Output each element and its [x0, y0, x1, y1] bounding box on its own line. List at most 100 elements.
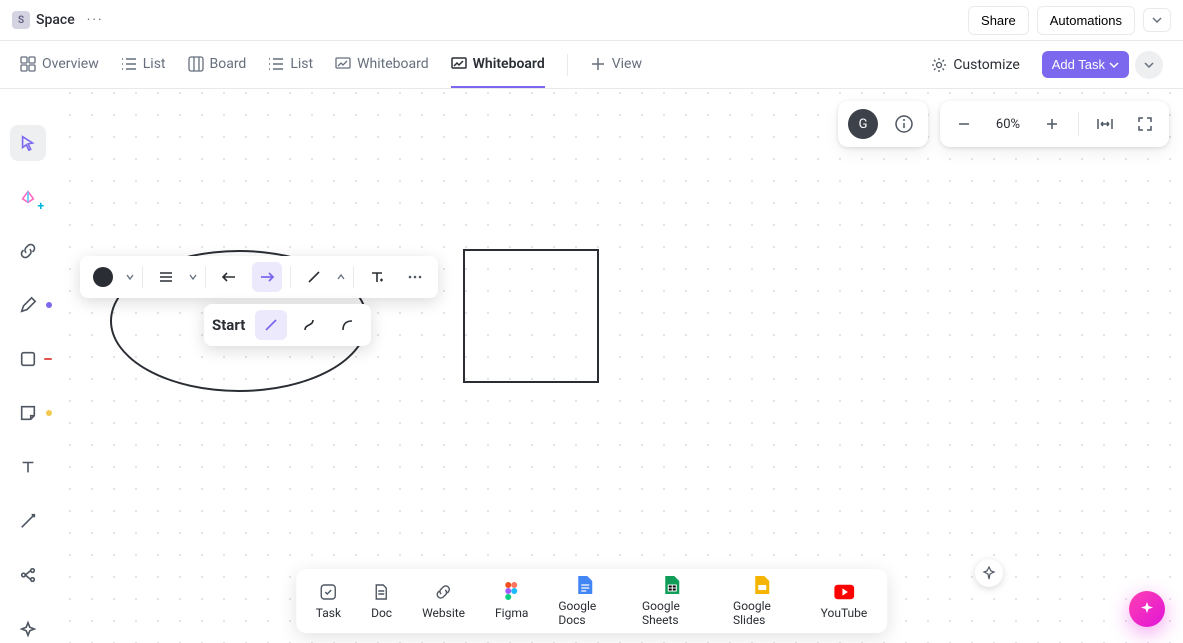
- caret-up-icon[interactable]: [337, 273, 345, 281]
- arrow-end-button[interactable]: [252, 262, 282, 292]
- add-task-label: Add Task: [1052, 57, 1105, 72]
- plus-icon: [1045, 117, 1059, 131]
- website-icon: [434, 582, 454, 602]
- dock-website[interactable]: Website: [422, 582, 465, 620]
- chevron-down-icon[interactable]: [126, 273, 134, 281]
- diagonal-line-icon: [306, 269, 322, 285]
- text-icon: [19, 458, 37, 476]
- whiteboard-canvas[interactable]: + G 60%: [0, 89, 1183, 643]
- fit-width-icon: [1096, 115, 1114, 133]
- tool-sticky[interactable]: [10, 395, 46, 431]
- dock-figma[interactable]: Figma: [495, 582, 528, 620]
- connector-curve-button[interactable]: [331, 310, 363, 340]
- add-task-button[interactable]: Add Task: [1042, 51, 1129, 78]
- tab-board[interactable]: Board: [188, 42, 247, 88]
- ai-assist-fab[interactable]: [1129, 591, 1165, 627]
- connector-sshape-button[interactable]: [293, 310, 325, 340]
- tab-label: Overview: [42, 56, 99, 72]
- connector-label: Start: [212, 316, 245, 334]
- tool-pointer[interactable]: [10, 125, 46, 161]
- tool-link[interactable]: [10, 233, 46, 269]
- zoom-out-button[interactable]: [950, 110, 978, 138]
- plus-icon: [590, 56, 606, 72]
- fit-width-button[interactable]: [1091, 110, 1119, 138]
- space-icon: S: [12, 11, 30, 29]
- kebab-icon[interactable]: ···: [83, 12, 108, 28]
- automations-button[interactable]: Automations: [1037, 6, 1135, 35]
- connector-straight-button[interactable]: [255, 310, 287, 340]
- shape-icon: [19, 350, 37, 368]
- tab-label: List: [143, 56, 166, 72]
- tab-label: Whiteboard: [473, 56, 545, 72]
- tab-whiteboard-1[interactable]: Whiteboard: [335, 42, 429, 88]
- tab-add-view[interactable]: View: [590, 42, 642, 88]
- tabs-row: Overview List Board List Whiteboard Whit…: [0, 41, 1183, 89]
- info-button[interactable]: [890, 110, 918, 138]
- line-style-button[interactable]: [299, 262, 329, 292]
- space-name: Space: [36, 12, 75, 28]
- whiteboard-icon: [451, 56, 467, 72]
- customize-label: Customize: [953, 57, 1019, 73]
- doc-icon: [372, 582, 392, 602]
- tab-list-2[interactable]: List: [268, 42, 313, 88]
- whiteboard-icon: [335, 56, 351, 72]
- dock-google-slides[interactable]: Google Slides: [733, 575, 791, 627]
- tool-connector[interactable]: [10, 503, 46, 539]
- dock-label: Doc: [371, 606, 392, 620]
- tool-ai[interactable]: +: [10, 179, 46, 215]
- dock-label: Google Slides: [733, 599, 791, 627]
- dock-label: YouTube: [821, 606, 868, 620]
- sparkle-icon: [19, 620, 37, 638]
- straight-line-icon: [263, 317, 279, 333]
- dock-label: Google Sheets: [642, 599, 703, 627]
- chevron-down-icon: [1109, 60, 1119, 70]
- figma-icon: [502, 582, 522, 602]
- arrow-left-icon: [221, 269, 237, 285]
- dock-google-docs[interactable]: Google Docs: [558, 575, 612, 627]
- youtube-icon: [834, 582, 854, 602]
- sticky-icon: [19, 404, 37, 422]
- tab-label: View: [612, 56, 642, 72]
- arrow-start-button[interactable]: [214, 262, 244, 292]
- dock-youtube[interactable]: YouTube: [821, 582, 868, 620]
- ai-icon: [19, 188, 37, 206]
- overview-icon: [20, 56, 36, 72]
- tool-shape[interactable]: [10, 341, 46, 377]
- fullscreen-button[interactable]: [1131, 110, 1159, 138]
- rectangle-shape[interactable]: [463, 249, 599, 383]
- tool-mindmap[interactable]: [10, 557, 46, 593]
- pen-icon: [19, 296, 37, 314]
- automations-label: Automations: [1050, 13, 1122, 28]
- zoom-in-button[interactable]: [1038, 110, 1066, 138]
- tool-text[interactable]: [10, 449, 46, 485]
- pointer-icon: [19, 134, 37, 152]
- fill-color-button[interactable]: [88, 262, 118, 292]
- dock-label: Website: [422, 606, 465, 620]
- connector-icon: [19, 512, 37, 530]
- dock-doc[interactable]: Doc: [371, 582, 392, 620]
- text-format-button[interactable]: [362, 262, 392, 292]
- tab-overview[interactable]: Overview: [20, 42, 99, 88]
- chevron-down-icon[interactable]: [189, 273, 197, 281]
- user-avatar[interactable]: G: [848, 109, 878, 139]
- line-weight-button[interactable]: [151, 262, 181, 292]
- dock-task[interactable]: Task: [316, 582, 341, 620]
- fill-swatch-icon: [93, 267, 113, 287]
- tab-label: Board: [210, 56, 247, 72]
- insert-dock: Task Doc Website Figma Google Docs Googl…: [296, 569, 888, 633]
- pin-dock-button[interactable]: [975, 559, 1003, 587]
- tab-label: List: [290, 56, 313, 72]
- tab-list-1[interactable]: List: [121, 42, 166, 88]
- space-chip[interactable]: S Space: [12, 11, 75, 29]
- customize-button[interactable]: Customize: [931, 57, 1019, 73]
- more-options-button[interactable]: [400, 262, 430, 292]
- tool-pen[interactable]: [10, 287, 46, 323]
- share-button[interactable]: Share: [968, 6, 1029, 35]
- dock-google-sheets[interactable]: Google Sheets: [642, 575, 703, 627]
- arrow-right-icon: [259, 269, 275, 285]
- zoom-level[interactable]: 60%: [990, 117, 1026, 132]
- automations-dropdown[interactable]: [1143, 8, 1171, 32]
- tool-sparkle[interactable]: [10, 611, 46, 643]
- tab-whiteboard-2[interactable]: Whiteboard: [451, 42, 545, 88]
- more-menu-button[interactable]: [1135, 51, 1163, 79]
